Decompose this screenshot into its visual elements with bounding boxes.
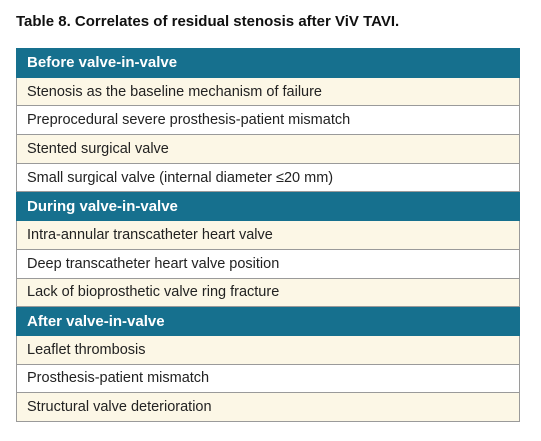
table-cell-row: Prosthesis-patient mismatch bbox=[16, 363, 520, 394]
table-cell: Stented surgical valve bbox=[16, 134, 520, 164]
table-cell: Leaflet thrombosis bbox=[16, 334, 520, 365]
table-cell-row: Leaflet thrombosis bbox=[16, 334, 520, 365]
table-cell-row: Lack of bioprosthetic valve ring fractur… bbox=[16, 277, 520, 308]
section-heading: After valve-in-valve bbox=[16, 306, 520, 336]
table-cell: Stenosis as the baseline mechanism of fa… bbox=[16, 76, 520, 107]
table-title: Table 8. Correlates of residual stenosis… bbox=[16, 13, 400, 30]
table-cell: Small surgical valve (internal diameter … bbox=[16, 162, 520, 193]
section-heading: Before valve-in-valve bbox=[16, 48, 520, 78]
table-cell-row: Stented surgical valve bbox=[16, 134, 520, 164]
table-cell: Deep transcatheter heart valve position bbox=[16, 248, 520, 279]
section-heading-row: Before valve-in-valve bbox=[16, 48, 520, 78]
table-cell: Prosthesis-patient mismatch bbox=[16, 363, 520, 394]
table-cell: Lack of bioprosthetic valve ring fractur… bbox=[16, 277, 520, 308]
table-cell: Intra-annular transcatheter heart valve bbox=[16, 220, 520, 250]
table-cell-row: Structural valve deterioration bbox=[16, 392, 520, 422]
table-cell-row: Intra-annular transcatheter heart valve bbox=[16, 220, 520, 250]
table-cell-row: Stenosis as the baseline mechanism of fa… bbox=[16, 76, 520, 107]
table-cell: Structural valve deterioration bbox=[16, 392, 520, 422]
section-heading: During valve-in-valve bbox=[16, 191, 520, 222]
table-cell-row: Deep transcatheter heart valve position bbox=[16, 248, 520, 279]
table-cell-row: Preprocedural severe prosthesis-patient … bbox=[16, 105, 520, 136]
table: Before valve-in-valve Stenosis as the bas… bbox=[16, 48, 520, 422]
table-cell: Preprocedural severe prosthesis-patient … bbox=[16, 105, 520, 136]
table-cell-row: Small surgical valve (internal diameter … bbox=[16, 162, 520, 193]
section-heading-row: During valve-in-valve bbox=[16, 191, 520, 222]
section-heading-row: After valve-in-valve bbox=[16, 306, 520, 336]
